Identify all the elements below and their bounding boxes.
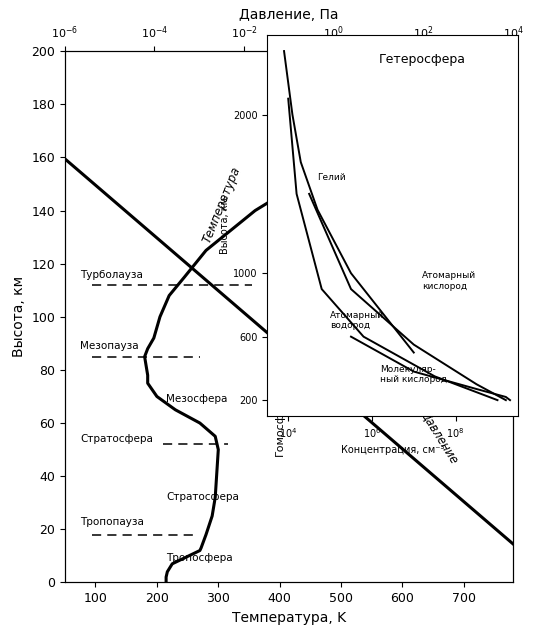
X-axis label: Концентрация, см⁻³: Концентрация, см⁻³ [341, 445, 444, 455]
Text: Молекуляр-
ный кислород: Молекуляр- ный кислород [380, 365, 447, 385]
Text: Атомарный
кислород: Атомарный кислород [422, 271, 476, 291]
Text: Стратосфера: Стратосфера [80, 434, 153, 444]
Text: Гетеросфера: Гетеросфера [379, 52, 465, 65]
Text: Гетеросфера: Гетеросфера [284, 113, 294, 191]
Y-axis label: Высота, км: Высота, км [220, 197, 230, 254]
Text: Стратосфера: Стратосфера [166, 492, 239, 502]
Text: Атомарный
водород: Атомарный водород [330, 311, 384, 330]
Text: Тропопауза: Тропопауза [80, 516, 144, 527]
Y-axis label: Высота, км: Высота, км [12, 276, 25, 357]
X-axis label: Давление, Па: Давление, Па [239, 8, 339, 22]
Bar [298, 237, 304, 330]
X-axis label: Температура, K: Температура, K [232, 611, 346, 625]
Text: Гелий: Гелий [318, 173, 346, 182]
Text: Турболауза: Турболауза [80, 269, 143, 280]
Text: Тропосфера: Тропосфера [166, 554, 233, 563]
Bar [298, 237, 304, 330]
Text: Мезосфера: Мезосфера [166, 394, 227, 404]
Text: Мезопауза: Мезопауза [80, 341, 139, 351]
Text: Гомосфера: Гомосфера [275, 390, 285, 456]
Text: Давление: Давление [418, 407, 461, 465]
Text: Температура: Температура [200, 165, 242, 246]
